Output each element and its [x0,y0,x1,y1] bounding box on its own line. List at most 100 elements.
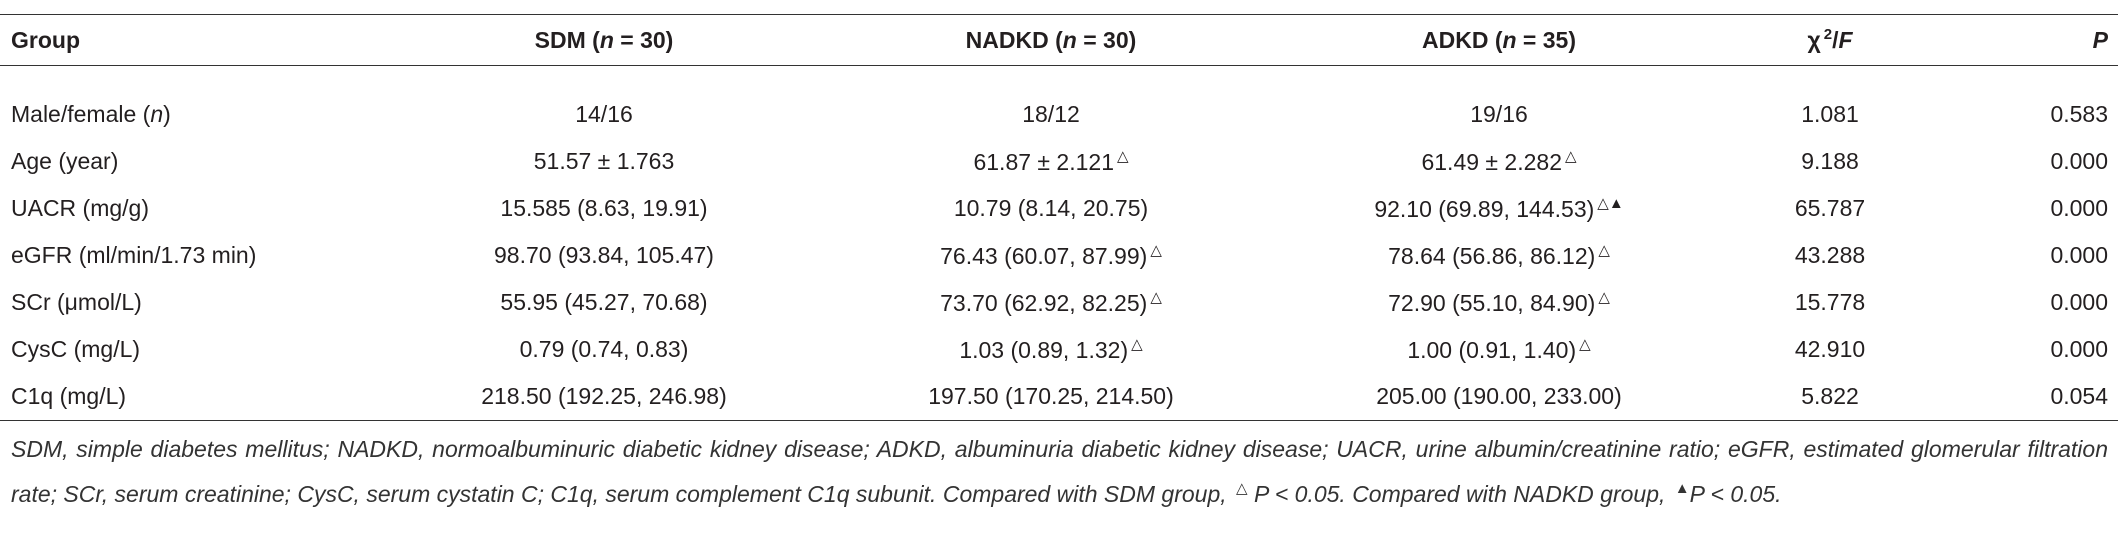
table-cell: 61.49 ± 2.282 △ [1224,138,1774,185]
header-row: Group SDM (n = 30) NADKD (n = 30) ADKD (n =… [0,14,2118,66]
text-segment: n [1502,26,1517,53]
text-segment: Group [11,26,80,53]
text-segment: 9.188 [1801,148,1859,174]
text-segment: n [150,101,164,127]
table-cell: 43.288 [1774,232,1886,279]
superscript: △ [1150,289,1162,306]
table-row: Age (year) 51.57 ± 1.763 61.87 ± 2.121 △ 61.… [0,138,2118,185]
row-label: Age (year) [0,138,330,185]
text-segment: 197.50 (170.25, 214.50) [928,383,1174,409]
table-cell: 72.90 (55.10, 84.90) △ [1224,279,1774,326]
table-cell: 9.188 [1774,138,1886,185]
text-segment: 92.10 (69.89, 144.53) [1374,196,1595,222]
table-cell: 19/16 [1224,66,1774,139]
text-segment: 98.70 (93.84, 105.47) [494,242,714,268]
superscript: △ [1131,336,1143,353]
text-segment: 1.03 (0.89, 1.32) [959,337,1129,363]
table-cell: 1.03 (0.89, 1.32) △ [878,326,1224,373]
superscript: △ [1598,289,1610,306]
table-cell: 78.64 (56.86, 86.12) △ [1224,232,1774,279]
table-cell: 14/16 [330,66,878,139]
table-cell: 0.000 [1886,232,2118,279]
table-cell: 92.10 (69.89, 144.53) △▲ [1224,185,1774,232]
table-cell: 15.778 [1774,279,1886,326]
table-cell: 0.000 [1886,279,2118,326]
header-cell: χ 2/F [1774,15,1886,66]
table-cell: 42.910 [1774,326,1886,373]
text-segment: 0.054 [2050,383,2108,409]
text-segment: P [2092,26,2108,53]
text-segment: 14/16 [575,101,633,127]
text-segment: 61.49 ± 2.282 [1421,149,1562,175]
superscript: △ [1116,148,1129,165]
superscript: 2 [1823,26,1833,43]
text-segment: 43.288 [1794,242,1866,268]
text-segment: F [1838,27,1853,53]
text-segment: = 30) [1076,26,1137,53]
text-segment: Age (year) [11,148,119,174]
table-cell: 76.43 (60.07, 87.99) △ [878,232,1224,279]
table-cell: 1.081 [1774,66,1886,139]
superscript: ▲ [1674,480,1690,497]
text-segment: 42.910 [1794,336,1866,362]
table-cell: 15.585 (8.63, 19.91) [330,185,878,232]
text-segment: 72.90 (55.10, 84.90) [1388,290,1596,316]
text-segment: 15.778 [1794,289,1866,315]
text-segment: 18/12 [1022,101,1080,127]
text-segment: 0.000 [2050,289,2108,315]
text-segment: 0.000 [2050,336,2108,362]
table-cell: 0.79 (0.74, 0.83) [330,326,878,373]
text-segment: = 30) [613,26,674,53]
header-cell: ADKD (n = 35) [1224,15,1774,66]
text-segment: 76.43 (60.07, 87.99) [940,243,1148,269]
table-cell: 205.00 (190.00, 233.00) [1224,373,1774,421]
table-cell: 73.70 (62.92, 82.25) △ [878,279,1224,326]
table-cell: 0.000 [1886,138,2118,185]
text-segment: ADKD ( [1421,26,1503,53]
text-segment: 0.000 [2050,242,2108,268]
superscript: △▲ [1597,195,1624,212]
text-segment: P < 0.05. Compared with NADKD group, [1247,481,1672,507]
text-segment: ) [163,101,171,127]
text-segment: 218.50 (192.25, 246.98) [481,383,727,409]
row-label: UACR (mg/g) [0,185,330,232]
text-segment: / [1832,27,1839,53]
superscript: △ [1564,148,1577,165]
text-segment: UACR (mg/g) [11,195,150,221]
table-row: SCr (μmol/L) 55.95 (45.27, 70.68) 73.70 (6… [0,279,2118,326]
table-row: eGFR (ml/min/1.73 min) 98.70 (93.84, 105.… [0,232,2118,279]
text-segment: n [599,26,614,53]
table-cell: 218.50 (192.25, 246.98) [330,373,878,421]
superscript: △ [1236,480,1248,497]
text-segment: 15.585 (8.63, 19.91) [500,195,708,221]
superscript: △ [1598,242,1610,259]
text-segment: SCr (μmol/L) [11,289,142,315]
table-cell: 51.57 ± 1.763 [330,138,878,185]
row-label: C1q (mg/L) [0,373,330,421]
text-segment: Male/female ( [11,101,151,127]
text-segment: 10.79 (8.14, 20.75) [953,195,1149,221]
row-label: Male/female (n) [0,66,330,139]
text-segment: 1.00 (0.91, 1.40) [1407,337,1577,363]
table-cell: 5.822 [1774,373,1886,421]
superscript: △ [1579,336,1591,353]
text-segment: 51.57 ± 1.763 [533,148,675,174]
text-segment: NADKD ( [965,26,1063,53]
table-cell: 18/12 [878,66,1224,139]
table-row: CysC (mg/L) 0.79 (0.74, 0.83) 1.03 (0.89, … [0,326,2118,373]
text-segment: 65.787 [1794,195,1866,221]
row-label: SCr (μmol/L) [0,279,330,326]
text-segment: C1q (mg/L) [11,383,127,409]
row-label: CysC (mg/L) [0,326,330,373]
text-segment: 61.87 ± 2.121 [973,149,1114,175]
superscript: △ [1150,242,1162,259]
header-cell: NADKD (n = 30) [878,15,1224,66]
table-cell: 98.70 (93.84, 105.47) [330,232,878,279]
table-row: C1q (mg/L) 218.50 (192.25, 246.98) 197.50 … [0,373,2118,421]
text-segment: P < 0.05. [1689,481,1782,507]
text-segment: CysC (mg/L) [11,336,141,362]
text-segment: eGFR (ml/min/1.73 min) [11,242,257,268]
table-cell: 0.054 [1886,373,2118,421]
text-segment: 55.95 (45.27, 70.68) [500,289,708,315]
